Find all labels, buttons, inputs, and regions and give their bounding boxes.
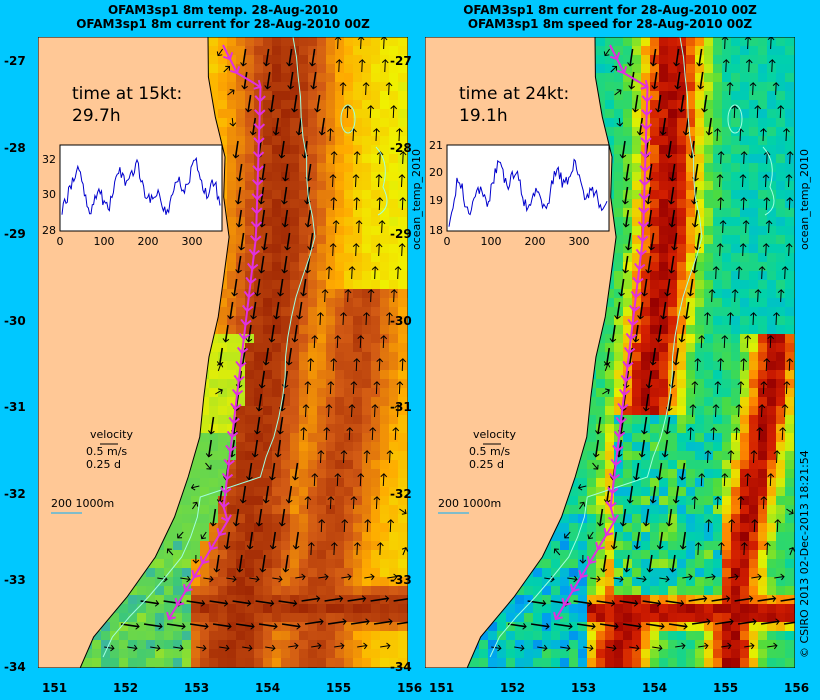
right-title-line1: OFAM3sp1 8m current for 28-Aug-2010 00Z bbox=[463, 3, 757, 17]
inset-xtick: 100 bbox=[481, 235, 502, 248]
lat-tick-label: -29 bbox=[4, 227, 26, 241]
lon-tick-label: 153 bbox=[571, 681, 597, 695]
lat-tick-label: -28 bbox=[390, 141, 412, 155]
speed-inset-chart: 21 20 19 18 0 100 200 300 bbox=[429, 139, 610, 248]
inset-xtick: 0 bbox=[57, 235, 64, 248]
inset-xtick: 300 bbox=[569, 235, 590, 248]
time-heading: time at 24kt: bbox=[459, 84, 569, 104]
lon-tick-label: 152 bbox=[113, 681, 139, 695]
right-side-label: ocean_temp_2010 bbox=[798, 148, 811, 250]
lon-tick-label: 151 bbox=[42, 681, 68, 695]
lat-tick-label: -33 bbox=[4, 573, 26, 587]
legend-speed: 0.5 m/s bbox=[469, 445, 510, 458]
lon-tick-label: 155 bbox=[713, 681, 739, 695]
inset-xtick: 300 bbox=[182, 235, 203, 248]
lat-tick-label: -29 bbox=[390, 227, 412, 241]
lat-tick-label: -31 bbox=[390, 400, 412, 414]
lat-tick-label: -34 bbox=[4, 660, 26, 674]
velocity-legend: velocity 0.5 m/s 0.25 d bbox=[86, 428, 133, 471]
time-value: 19.1h bbox=[459, 106, 508, 126]
legend-velocity: velocity bbox=[90, 428, 133, 441]
depth-legend: 200 1000m bbox=[438, 497, 501, 514]
depth-legend: 200 1000m bbox=[51, 497, 114, 514]
time-heading: time at 15kt: bbox=[72, 84, 182, 104]
current-vectors bbox=[104, 37, 408, 652]
temperature-inset-chart: 32 30 28 0 100 200 300 bbox=[42, 144, 223, 248]
lat-tick-label: -30 bbox=[4, 314, 26, 328]
inset-ytick: 18 bbox=[429, 224, 443, 237]
lat-tick-label: -34 bbox=[390, 660, 412, 674]
inset-ytick: 28 bbox=[42, 224, 56, 237]
inset-series-line bbox=[61, 156, 221, 215]
lat-tick-label: -27 bbox=[390, 54, 412, 68]
left-map-panel: time at 15kt: 29.7h 32 30 28 0 100 200 3… bbox=[38, 37, 408, 668]
inset-ytick: 21 bbox=[429, 139, 443, 152]
isobath-contours bbox=[489, 37, 775, 658]
lon-tick-label: 156 bbox=[784, 681, 810, 695]
left-title-line1: OFAM3sp1 8m temp. 28-Aug-2010 bbox=[107, 3, 339, 17]
legend-depth: 200 1000m bbox=[51, 497, 114, 510]
lon-tick-label: 154 bbox=[642, 681, 668, 695]
isobath-contours bbox=[102, 37, 388, 658]
lon-tick-label: 152 bbox=[500, 681, 526, 695]
legend-velocity: velocity bbox=[473, 428, 516, 441]
right-title-line2: OFAM3sp1 8m speed for 28-Aug-2010 00Z bbox=[467, 17, 753, 31]
legend-time: 0.25 d bbox=[469, 458, 504, 471]
inset-xtick: 200 bbox=[525, 235, 546, 248]
lat-tick-label: -32 bbox=[390, 487, 412, 501]
credit-label: © CSIRO 2013 02-Dec-2013 18:21:54 bbox=[798, 450, 811, 658]
inset-ytick: 32 bbox=[42, 153, 56, 166]
velocity-legend: velocity 0.5 m/s 0.25 d bbox=[469, 428, 516, 471]
ship-route bbox=[166, 44, 266, 621]
inset-ytick: 20 bbox=[429, 166, 443, 179]
left-title-line2: OFAM3sp1 8m current for 28-Aug-2010 00Z bbox=[76, 17, 370, 31]
inset-xtick: 0 bbox=[444, 235, 451, 248]
lon-tick-label: 154 bbox=[255, 681, 281, 695]
left-panel-title: OFAM3sp1 8m temp. 28-Aug-2010 OFAM3sp1 8… bbox=[38, 3, 408, 31]
legend-time: 0.25 d bbox=[86, 458, 121, 471]
time-value: 29.7h bbox=[72, 106, 121, 126]
current-vectors bbox=[491, 37, 795, 652]
lat-tick-label: -30 bbox=[390, 314, 412, 328]
lon-tick-label: 156 bbox=[397, 681, 423, 695]
inset-series-line bbox=[448, 158, 608, 227]
right-panel-title: OFAM3sp1 8m current for 28-Aug-2010 00Z … bbox=[425, 3, 795, 31]
lat-tick-label: -27 bbox=[4, 54, 26, 68]
legend-speed: 0.5 m/s bbox=[86, 445, 127, 458]
lon-tick-label: 155 bbox=[326, 681, 352, 695]
inset-ytick: 30 bbox=[42, 188, 56, 201]
lat-tick-label: -31 bbox=[4, 400, 26, 414]
lat-tick-label: -32 bbox=[4, 487, 26, 501]
inset-xtick: 200 bbox=[138, 235, 159, 248]
lat-tick-label: -28 bbox=[4, 141, 26, 155]
ship-route bbox=[553, 44, 653, 621]
left-side-label: ocean_temp_2010 bbox=[410, 148, 423, 250]
inset-xtick: 100 bbox=[94, 235, 115, 248]
lon-tick-label: 153 bbox=[184, 681, 210, 695]
right-map-panel: time at 24kt: 19.1h 21 20 19 18 0 100 20… bbox=[425, 37, 795, 668]
lon-tick-label: 151 bbox=[429, 681, 455, 695]
lat-tick-label: -33 bbox=[390, 573, 412, 587]
legend-depth: 200 1000m bbox=[438, 497, 501, 510]
inset-ytick: 19 bbox=[429, 194, 443, 207]
